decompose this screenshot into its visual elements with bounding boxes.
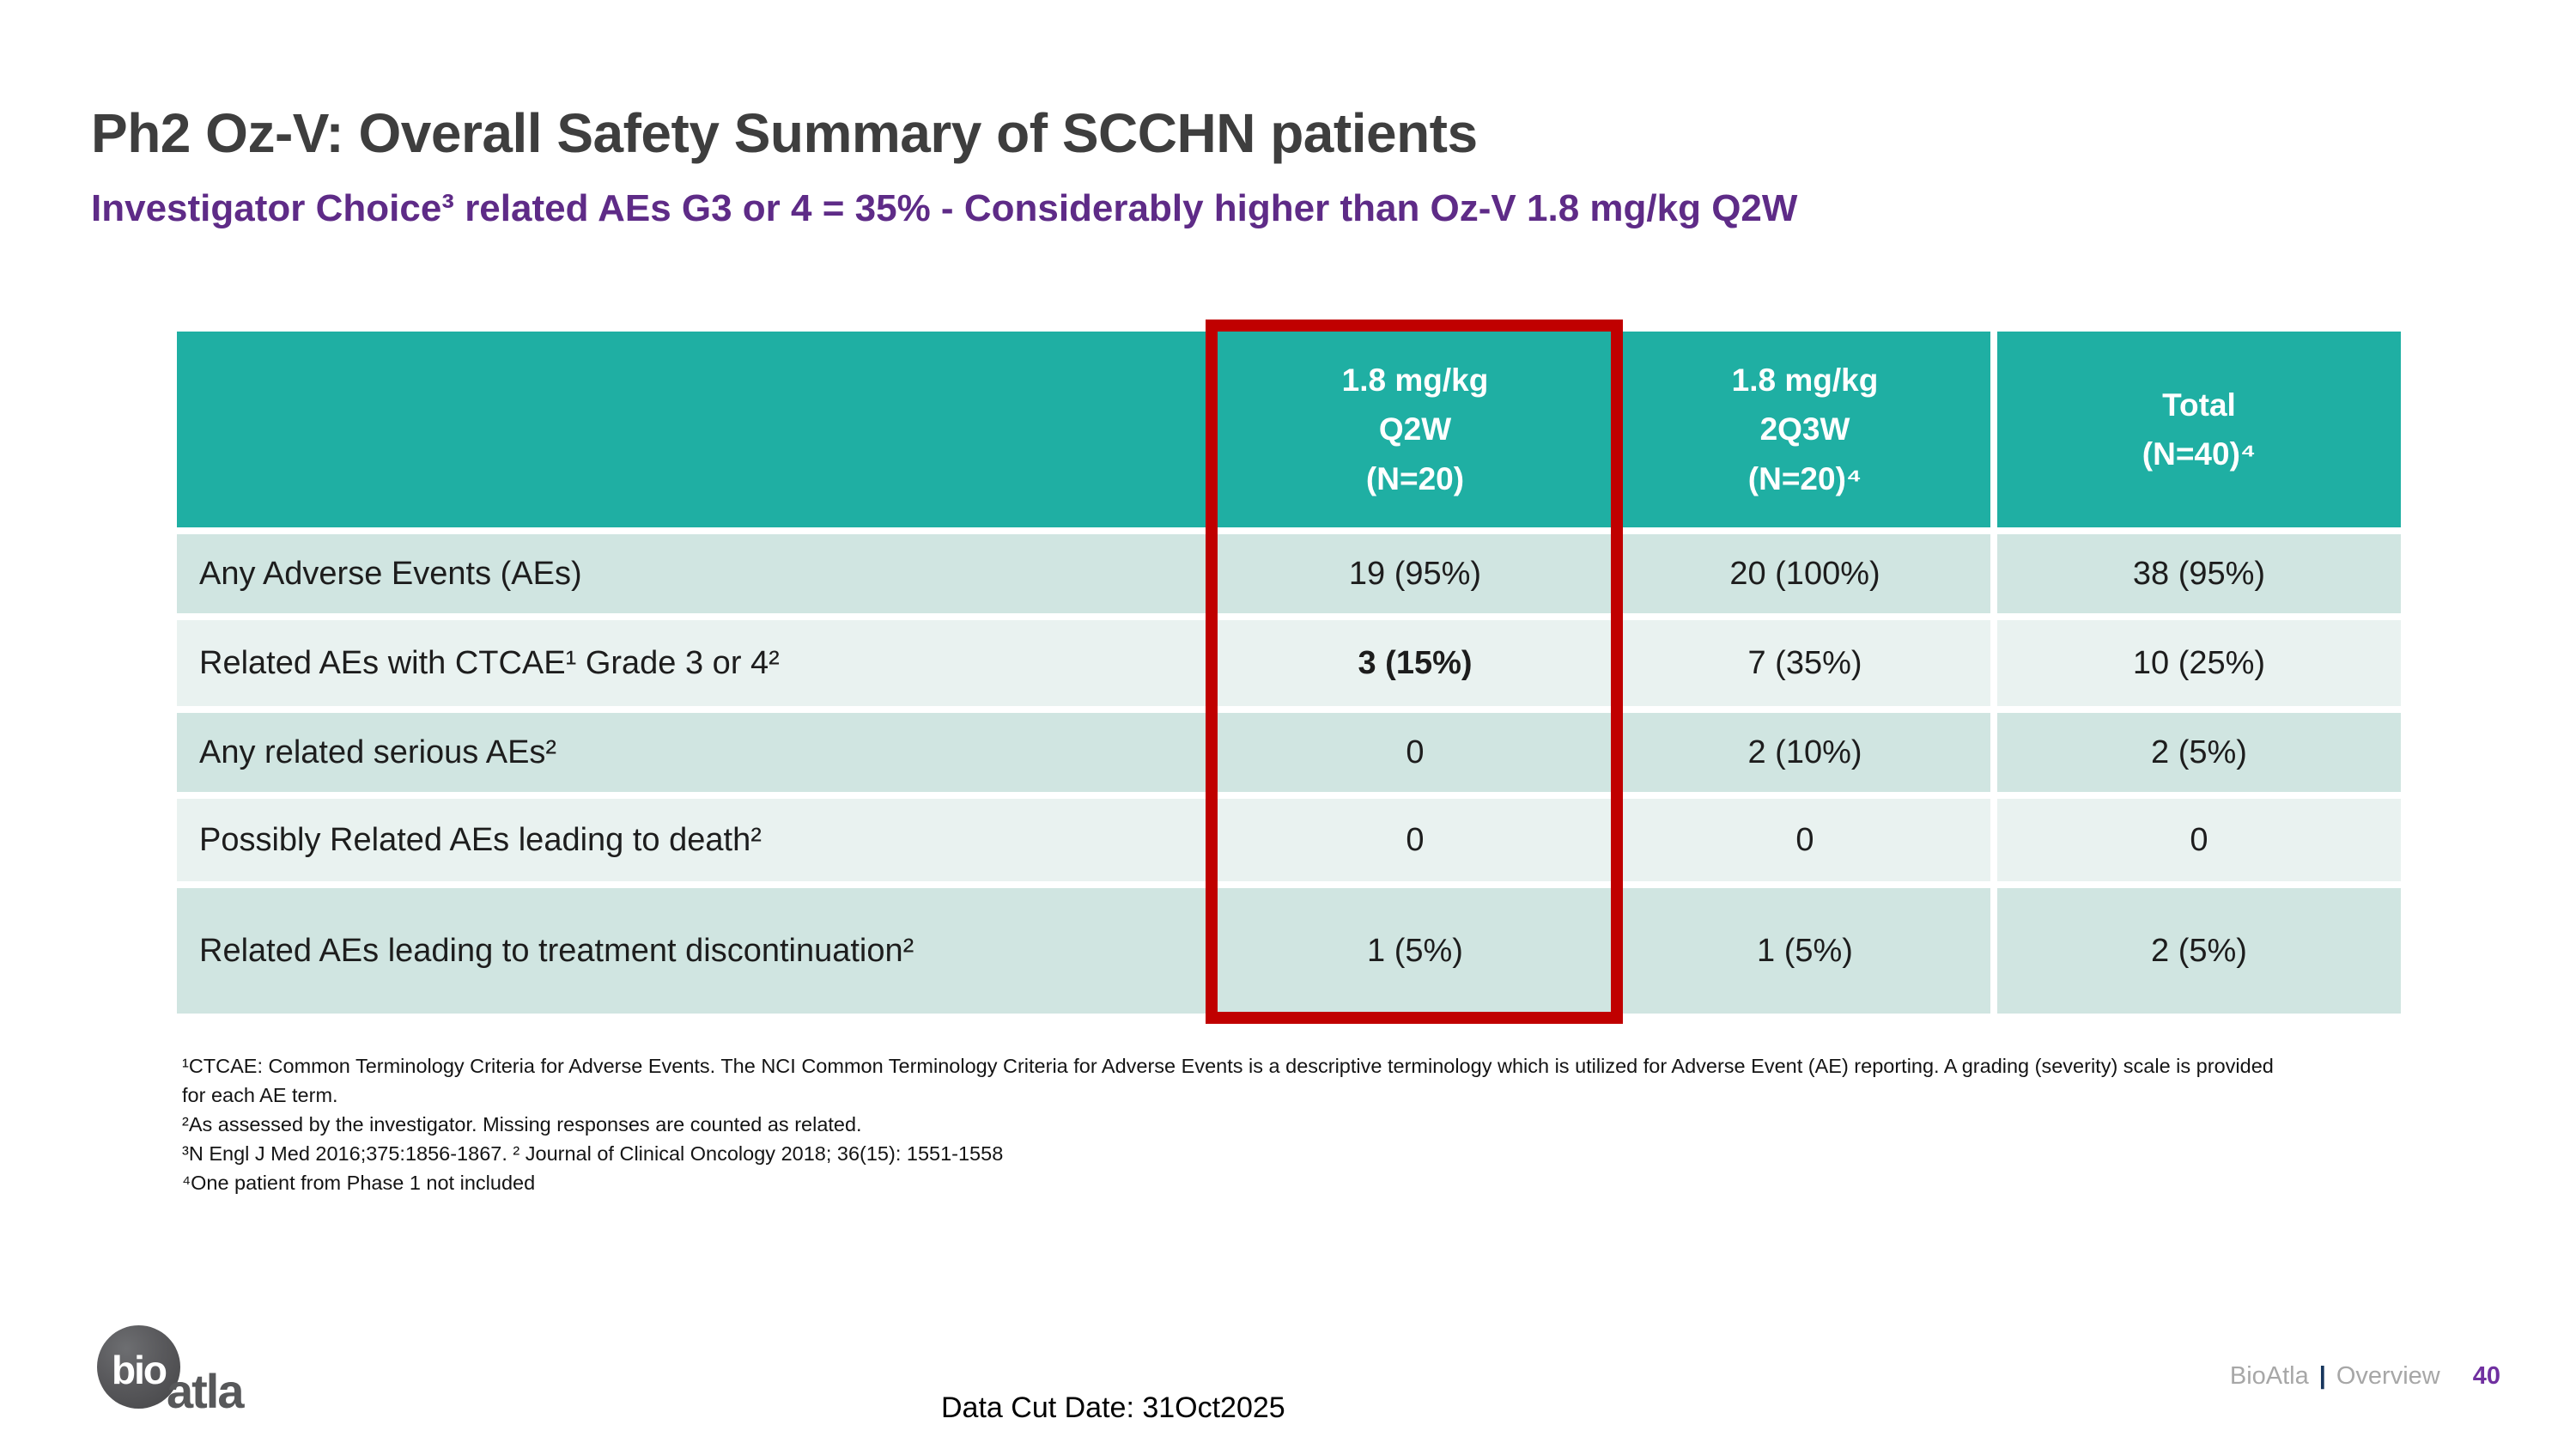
footnote-2: ²As assessed by the investigator. Missin… <box>182 1113 862 1136</box>
row-label-any-aes: Any Adverse Events (AEs) <box>177 534 1211 613</box>
cell-any-aes-q2w: 19 (95%) <box>1218 534 1613 613</box>
data-cut-date: Data Cut Date: 31Oct2025 <box>941 1391 1285 1424</box>
logo-bio-text: bio <box>112 1347 167 1392</box>
logo-atla-text: atla <box>167 1364 244 1419</box>
cell-aes-death-2q3w: 0 <box>1619 799 1990 881</box>
column-header-2q3w: 1.8 mg/kg 2Q3W (N=20)⁴ <box>1619 332 1990 527</box>
cell-discontinuation-q2w: 1 (5%) <box>1218 888 1613 1014</box>
cell-serious-aes-q2w: 0 <box>1218 713 1613 792</box>
cell-serious-aes-total: 2 (5%) <box>1997 713 2401 792</box>
slide-title: Ph2 Oz-V: Overall Safety Summary of SCCH… <box>91 102 1478 164</box>
footnote-4: ⁴One patient from Phase 1 not included <box>182 1172 536 1195</box>
row-label-related-g3-4: Related AEs with CTCAE¹ Grade 3 or 4² <box>177 620 1211 706</box>
cell-related-g3-4-q2w: 3 (15%) <box>1218 620 1613 706</box>
footer-separator: | <box>2318 1362 2326 1390</box>
cell-aes-death-total: 0 <box>1997 799 2401 881</box>
footer-brand: BioAtla <box>2229 1362 2309 1390</box>
cell-any-aes-total: 38 (95%) <box>1997 534 2401 613</box>
footnotes: ¹CTCAE: Common Terminology Criteria for … <box>182 1051 2277 1197</box>
cell-related-g3-4-2q3w: 7 (35%) <box>1619 620 1990 706</box>
cell-discontinuation-total: 2 (5%) <box>1997 888 2401 1014</box>
slide-subtitle: Investigator Choice³ related AEs G3 or 4… <box>91 187 1798 229</box>
page-number: 40 <box>2472 1362 2500 1390</box>
column-header-total: Total (N=40)⁴ <box>1997 332 2401 527</box>
cell-discontinuation-2q3w: 1 (5%) <box>1619 888 1990 1014</box>
safety-summary-table: 1.8 mg/kg Q2W (N=20) 1.8 mg/kg 2Q3W (N=2… <box>177 332 2401 1014</box>
footnote-3: ³N Engl J Med 2016;375:1856-1867. ² Jour… <box>182 1142 1004 1166</box>
cell-aes-death-q2w: 0 <box>1218 799 1613 881</box>
cell-serious-aes-2q3w: 2 (10%) <box>1619 713 1990 792</box>
row-label-discontinuation: Related AEs leading to treatment discont… <box>177 888 1211 1014</box>
footer-section: Overview <box>2336 1362 2440 1390</box>
row-label-aes-death: Possibly Related AEs leading to death² <box>177 799 1211 881</box>
bioatla-logo-circle: bio <box>97 1325 180 1409</box>
row-label-serious-aes: Any related serious AEs² <box>177 713 1211 792</box>
column-header-q2w: 1.8 mg/kg Q2W (N=20) <box>1218 332 1613 527</box>
footnote-1: ¹CTCAE: Common Terminology Criteria for … <box>182 1055 2274 1107</box>
cell-any-aes-2q3w: 20 (100%) <box>1619 534 1990 613</box>
cell-related-g3-4-total: 10 (25%) <box>1997 620 2401 706</box>
header-empty-cell <box>177 332 1211 527</box>
page-footer: BioAtla | Overview 40 <box>2230 1362 2500 1391</box>
bioatla-logo: bio atla <box>97 1325 244 1419</box>
